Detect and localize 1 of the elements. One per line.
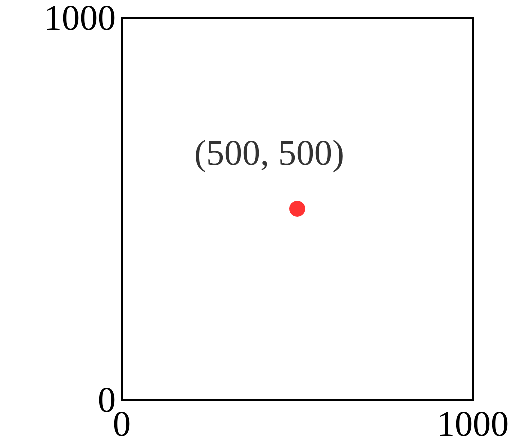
- annotation: (500, 500): [194, 133, 344, 173]
